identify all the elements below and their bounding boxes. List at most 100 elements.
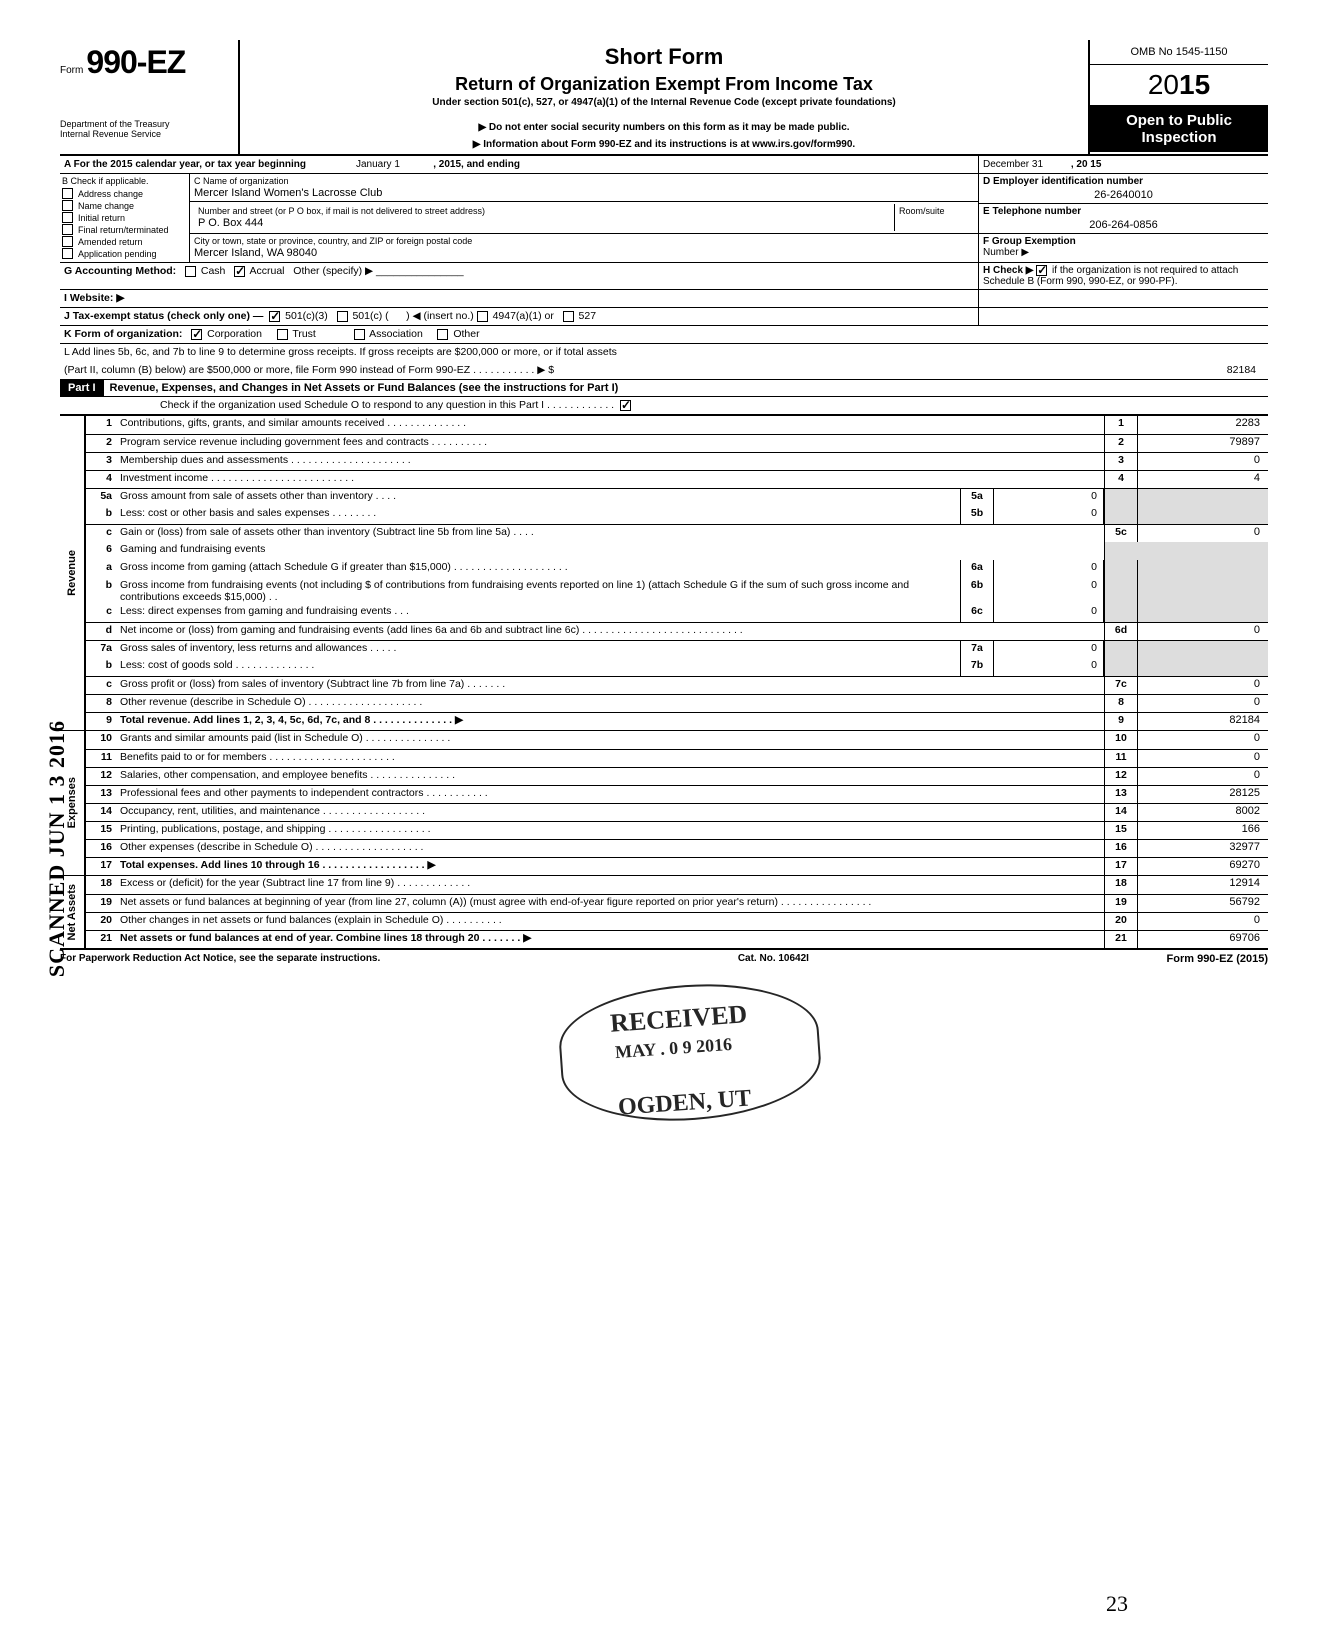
open-to-public: Open to Public Inspection — [1090, 106, 1268, 152]
shaded-spacer — [1104, 542, 1268, 560]
box-label: 18 — [1104, 876, 1138, 894]
k-a: Corporation — [207, 328, 262, 340]
box-val: 79897 — [1138, 435, 1268, 452]
f-lbl: F Group Exemption — [983, 236, 1076, 247]
line-num: 8 — [86, 695, 116, 712]
expenses-section: Expenses 10Grants and similar amounts pa… — [60, 730, 1268, 875]
checkbox-icon[interactable] — [62, 224, 73, 235]
box-label: 13 — [1104, 786, 1138, 803]
box-val — [1138, 641, 1268, 658]
j-lbl: J Tax-exempt status (check only one) — — [64, 310, 263, 322]
k-d: Other — [453, 328, 479, 340]
checkbox-icon[interactable] — [191, 329, 202, 340]
checkbox-icon[interactable] — [337, 311, 348, 322]
footer-right: Form 990-EZ (2015) — [1167, 953, 1268, 965]
checkbox-icon[interactable] — [269, 311, 280, 322]
checkbox-icon[interactable] — [563, 311, 574, 322]
box-val: 12914 — [1138, 876, 1268, 894]
checkbox-icon[interactable] — [62, 236, 73, 247]
checkbox-icon[interactable] — [62, 200, 73, 211]
checkbox-icon[interactable] — [1036, 265, 1047, 276]
line-row: 9Total revenue. Add lines 1, 2, 3, 4, 5c… — [86, 712, 1268, 730]
line-desc: Gain or (loss) from sale of assets other… — [116, 525, 1104, 542]
d-row: D Employer identification number 26-2640… — [979, 174, 1268, 204]
received-stamp-box — [556, 976, 825, 1129]
revenue-vlabel: Revenue — [60, 416, 86, 730]
line-num: 17 — [86, 858, 116, 875]
box-val — [1138, 658, 1268, 676]
part1-check-txt: Check if the organization used Schedule … — [160, 399, 614, 411]
sub-val: 0 — [994, 506, 1104, 524]
row-l1: L Add lines 5b, 6c, and 7b to line 9 to … — [60, 344, 1268, 362]
line-row: 10Grants and similar amounts paid (list … — [86, 731, 1268, 749]
checkbox-icon[interactable] — [234, 266, 245, 277]
sub-val: 0 — [994, 658, 1104, 676]
checkbox-icon[interactable] — [477, 311, 488, 322]
line-num: 19 — [86, 895, 116, 912]
box-val — [1138, 506, 1268, 524]
row-j: J Tax-exempt status (check only one) — 5… — [60, 308, 1268, 326]
k-c: Association — [369, 328, 423, 340]
f-lbl2: Number ▶ — [983, 247, 1029, 258]
checkbox-icon[interactable] — [62, 212, 73, 223]
line-num: 3 — [86, 453, 116, 470]
box-val: 82184 — [1138, 713, 1268, 730]
line-desc: Contributions, gifts, grants, and simila… — [116, 416, 1104, 434]
box-label: 15 — [1104, 822, 1138, 839]
box-val: 28125 — [1138, 786, 1268, 803]
checkbox-icon[interactable] — [354, 329, 365, 340]
sub-label: 6b — [960, 578, 994, 604]
f-row: F Group Exemption Number ▶ — [979, 234, 1268, 260]
part1-title: Revenue, Expenses, and Changes in Net As… — [104, 380, 1268, 396]
form-prefix: Form — [60, 65, 83, 76]
checkbox-icon[interactable] — [437, 329, 448, 340]
line-row: 11Benefits paid to or for members . . . … — [86, 749, 1268, 767]
c-room-lbl: Room/suite — [894, 204, 974, 231]
box-val: 166 — [1138, 822, 1268, 839]
a-label: A For the 2015 calendar year, or tax yea… — [64, 159, 306, 170]
line-num: 18 — [86, 876, 116, 894]
c-name-val: Mercer Island Women's Lacrosse Club — [194, 187, 974, 199]
checkbox-icon[interactable] — [62, 248, 73, 259]
box-label — [1104, 506, 1138, 524]
box-val: 8002 — [1138, 804, 1268, 821]
e-val: 206-264-0856 — [983, 219, 1264, 231]
h-lbl: H Check ▶ — [983, 265, 1033, 276]
c-addr-val: P O. Box 444 — [198, 217, 890, 229]
form-header: Form 990-EZ Department of the Treasury I… — [60, 40, 1268, 156]
line-desc: Gaming and fundraising events — [116, 542, 1104, 560]
l-val: 82184 — [1134, 364, 1264, 377]
checkbox-icon[interactable] — [277, 329, 288, 340]
sub-label: 6c — [960, 604, 994, 622]
line-desc: Less: cost of goods sold . . . . . . . .… — [116, 658, 960, 676]
box-label — [1104, 578, 1138, 604]
line-num: 13 — [86, 786, 116, 803]
l-line2: (Part II, column (B) below) are $500,000… — [64, 364, 1134, 377]
line-num: 16 — [86, 840, 116, 857]
footer-mid: Cat. No. 10642I — [738, 953, 809, 965]
a-begin: January 1 — [356, 159, 400, 170]
subtitle: Under section 501(c), 527, or 4947(a)(1)… — [248, 97, 1080, 108]
c-city-row: City or town, state or province, country… — [190, 234, 978, 261]
box-label: 12 — [1104, 768, 1138, 785]
omb-number: OMB No 1545-1150 — [1090, 40, 1268, 65]
box-val: 2283 — [1138, 416, 1268, 434]
box-label: 20 — [1104, 913, 1138, 930]
line-row: 1Contributions, gifts, grants, and simil… — [86, 416, 1268, 434]
box-label: 21 — [1104, 931, 1138, 948]
right-block: OMB No 1545-1150 2015 Open to Public Ins… — [1088, 40, 1268, 154]
checkbox-icon[interactable] — [62, 188, 73, 199]
b-label: B Check if applicable. — [62, 176, 187, 186]
checkbox-icon[interactable] — [185, 266, 196, 277]
sub-label: 7a — [960, 641, 994, 658]
line-desc: Net assets or fund balances at beginning… — [116, 895, 1104, 912]
box-label: 16 — [1104, 840, 1138, 857]
revenue-section: Revenue 1Contributions, gifts, grants, a… — [60, 415, 1268, 730]
line-row: 16Other expenses (describe in Schedule O… — [86, 839, 1268, 857]
info-note: ▶ Information about Form 990-EZ and its … — [248, 139, 1080, 150]
box-val: 0 — [1138, 695, 1268, 712]
row-a-left: A For the 2015 calendar year, or tax yea… — [60, 156, 978, 173]
dept-treasury: Department of the Treasury — [60, 119, 232, 129]
box-label: 10 — [1104, 731, 1138, 749]
checkbox-icon[interactable] — [620, 400, 631, 411]
